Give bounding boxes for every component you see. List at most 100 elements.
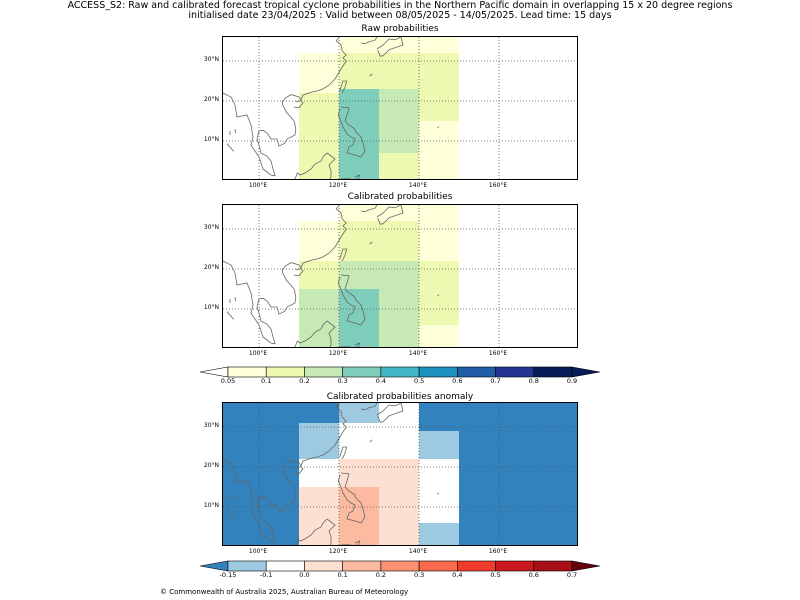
probability-cell bbox=[419, 221, 459, 261]
colorbar-segment bbox=[495, 560, 535, 572]
coastline bbox=[223, 403, 347, 543]
probability-cell bbox=[299, 487, 339, 545]
map-svg bbox=[223, 403, 577, 545]
colorbar-svg bbox=[199, 560, 601, 572]
probability-cell bbox=[339, 289, 379, 347]
coastline bbox=[340, 342, 361, 347]
probability-cell bbox=[419, 261, 459, 325]
coastline bbox=[226, 311, 235, 320]
colorbar-segment bbox=[533, 560, 573, 572]
colorbar-under-extension bbox=[199, 366, 229, 378]
probability-cell bbox=[299, 205, 339, 221]
lon-tick-label: 100°E bbox=[248, 350, 268, 357]
probability-cell bbox=[419, 53, 459, 121]
coastline bbox=[339, 248, 348, 262]
probability-cell bbox=[339, 487, 379, 545]
coastline bbox=[226, 509, 235, 518]
colorbar-tick-label: 0.3 bbox=[337, 377, 348, 385]
colorbar-tick-label: 0.8 bbox=[528, 377, 539, 385]
coastline bbox=[337, 274, 366, 326]
probability-cell bbox=[379, 153, 419, 179]
colorbar-tick-label: 0.2 bbox=[375, 571, 387, 579]
lat-tick-label: 20°N bbox=[203, 462, 219, 469]
coastline bbox=[234, 128, 237, 134]
coastline bbox=[223, 205, 347, 345]
colorbar-tick-label: 0.3 bbox=[413, 571, 425, 579]
probability-cell bbox=[419, 325, 459, 347]
colorbar-segment bbox=[304, 560, 343, 572]
map-svg bbox=[223, 205, 577, 347]
map-calibrated-probabilities bbox=[222, 204, 578, 348]
probability-cell bbox=[339, 53, 419, 93]
lon-tick-label: 120°E bbox=[328, 548, 348, 555]
coastline bbox=[223, 37, 347, 177]
anomaly-colorbar bbox=[199, 557, 601, 572]
colorbar-tick-label: 0.05 bbox=[220, 377, 236, 385]
probability-cell bbox=[299, 221, 339, 261]
colorbar-segment bbox=[457, 560, 496, 572]
probability-cell bbox=[299, 261, 339, 289]
probability-cell bbox=[339, 37, 419, 53]
probability-cell bbox=[339, 205, 459, 221]
colorbar-segment bbox=[380, 560, 420, 572]
lat-tick-label: 10°N bbox=[203, 502, 219, 509]
lat-tick-label: 30°N bbox=[203, 56, 219, 63]
coastline bbox=[360, 37, 378, 45]
colorbar-tick-label: 0.7 bbox=[566, 571, 578, 579]
panel-title-anomaly: Calibrated probabilities anomaly bbox=[326, 392, 474, 402]
panel-title-raw: Raw probabilities bbox=[361, 24, 439, 34]
probability-cell bbox=[339, 261, 419, 289]
coastline bbox=[293, 100, 304, 109]
coastline bbox=[376, 37, 404, 57]
lon-tick-label: 140°E bbox=[408, 350, 428, 357]
colorbar-tick-label: 0.0 bbox=[299, 571, 310, 579]
colorbar-over-extension bbox=[571, 560, 601, 572]
coastline bbox=[369, 241, 373, 245]
coastline bbox=[437, 492, 440, 495]
map-calibrated-anomaly bbox=[222, 402, 578, 546]
colorbar-segment bbox=[265, 366, 305, 378]
figure-title-line-1: ACCESS_S2: Raw and calibrated forecast t… bbox=[67, 0, 733, 11]
coastline bbox=[340, 174, 361, 179]
lat-tick-label: 10°N bbox=[203, 304, 219, 311]
lon-tick-label: 100°E bbox=[248, 548, 268, 555]
coastline bbox=[326, 152, 336, 179]
coastline bbox=[376, 403, 404, 423]
probability-cell bbox=[339, 431, 419, 459]
colorbar-tick-label: 0.4 bbox=[452, 571, 463, 579]
coastline bbox=[337, 106, 366, 158]
colorbar-segment bbox=[533, 366, 573, 378]
coastline bbox=[293, 268, 304, 277]
coastline bbox=[226, 143, 235, 152]
map-svg bbox=[223, 37, 577, 179]
coastline bbox=[294, 320, 328, 347]
probability-cell bbox=[419, 523, 459, 545]
lon-tick-label: 140°E bbox=[408, 182, 428, 189]
colorbar-tick-label: 0.1 bbox=[337, 571, 348, 579]
figure-title-line-2: initialised date 23/04/2025 : Valid betw… bbox=[188, 10, 612, 21]
coastline bbox=[360, 205, 378, 213]
coastline bbox=[437, 126, 440, 129]
coastline bbox=[437, 294, 440, 297]
colorbar-tick-label: 0.6 bbox=[528, 571, 539, 579]
colorbar-tick-label: -0.15 bbox=[219, 571, 237, 579]
lon-tick-label: 140°E bbox=[408, 548, 428, 555]
lat-tick-label: 20°N bbox=[203, 264, 219, 271]
coastline bbox=[360, 403, 378, 411]
probability-cell bbox=[299, 93, 339, 179]
colorbar-segment bbox=[342, 366, 382, 378]
coastline bbox=[376, 205, 404, 225]
lon-tick-label: 160°E bbox=[488, 182, 508, 189]
coastline bbox=[339, 446, 348, 460]
lat-tick-label: 10°N bbox=[203, 136, 219, 143]
probability-colorbar bbox=[199, 363, 601, 378]
coastline bbox=[337, 472, 366, 524]
probability-cell bbox=[299, 37, 339, 53]
lat-tick-label: 30°N bbox=[203, 224, 219, 231]
lon-tick-label: 160°E bbox=[488, 548, 508, 555]
probability-cell bbox=[379, 487, 419, 545]
probability-cell bbox=[339, 459, 419, 487]
colorbar-tick-label: 0.2 bbox=[299, 377, 310, 385]
probability-cell bbox=[419, 431, 459, 459]
probability-cell bbox=[379, 289, 419, 347]
